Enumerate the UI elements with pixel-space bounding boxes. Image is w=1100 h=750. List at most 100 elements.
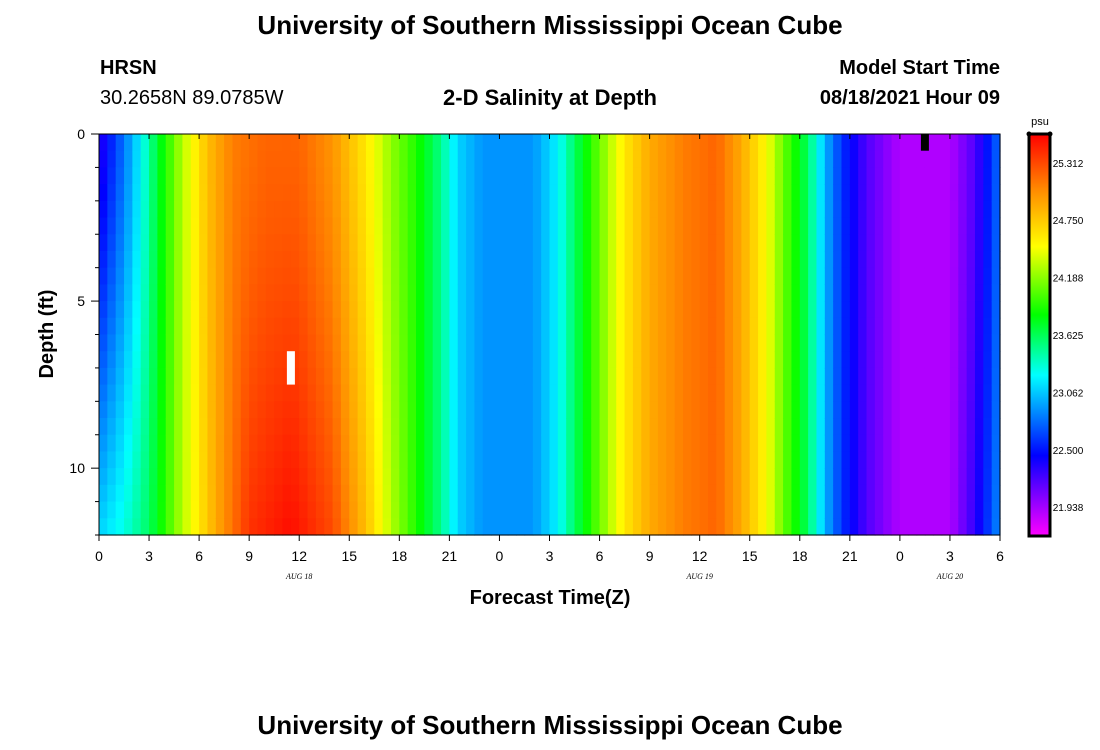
heatmap-cell [416, 150, 425, 169]
heatmap-cell [374, 167, 384, 185]
heatmap-cell [674, 451, 684, 469]
heatmap-cell [165, 167, 175, 185]
heatmap-cell [474, 401, 484, 419]
heatmap-cell [507, 301, 517, 319]
heatmap-cell [966, 468, 976, 486]
heatmap-cell [107, 468, 117, 486]
heatmap-cell [958, 217, 968, 235]
heatmap-cell [207, 468, 217, 486]
heatmap-cell [524, 367, 534, 386]
heatmap-cell [416, 451, 425, 469]
heatmap-cell [132, 184, 142, 202]
heatmap-cell [282, 418, 292, 436]
heatmap-cell [958, 134, 968, 152]
heatmap-cell [207, 134, 217, 152]
heatmap-cell [758, 451, 767, 469]
heatmap-cell [816, 434, 826, 453]
heatmap-cell [315, 267, 325, 285]
heatmap-cell [207, 334, 217, 352]
heatmap-cell [833, 418, 843, 436]
heatmap-cell [557, 150, 567, 169]
heatmap-cell [432, 134, 442, 152]
heatmap-cell [874, 134, 884, 152]
heatmap-cell [416, 434, 425, 453]
heatmap-cell [466, 250, 476, 269]
heatmap-cell [524, 200, 534, 219]
heatmap-cell [516, 384, 526, 402]
heatmap-cell [616, 451, 626, 469]
heatmap-cell [699, 351, 709, 369]
heatmap-cell [240, 200, 250, 219]
heatmap-cell [958, 334, 968, 352]
heatmap-cell [165, 250, 175, 269]
heatmap-cell [457, 184, 467, 202]
heatmap-cell [157, 434, 167, 453]
heatmap-cell [290, 317, 300, 336]
heatmap-cell [149, 334, 158, 352]
heatmap-cell [591, 484, 601, 503]
heatmap-cell [699, 418, 709, 436]
heatmap-cell [532, 134, 542, 152]
heatmap-cell [240, 167, 250, 185]
heatmap-cell [207, 317, 217, 336]
heatmap-cell [724, 150, 734, 169]
heatmap-cell [649, 451, 659, 469]
heatmap-cell [165, 301, 175, 319]
heatmap-cell [349, 217, 359, 235]
heatmap-cell [474, 134, 484, 152]
heatmap-cell [858, 384, 868, 402]
heatmap-cell [949, 367, 959, 386]
heatmap-cell [482, 351, 492, 369]
heatmap-cell [307, 484, 317, 503]
heatmap-cell [340, 234, 350, 252]
heatmap-cell [924, 351, 934, 369]
heatmap-cell [966, 501, 976, 519]
heatmap-cell [682, 317, 692, 336]
heatmap-cell [858, 401, 868, 419]
heatmap-cell [599, 501, 609, 519]
heatmap-cell [157, 267, 167, 285]
heatmap-cell [474, 250, 484, 269]
heatmap-cell [532, 301, 542, 319]
heatmap-cell [791, 384, 801, 402]
heatmap-cell [674, 434, 684, 453]
heatmap-cell [340, 301, 350, 319]
heatmap-cell [699, 367, 709, 386]
heatmap-cell [249, 451, 259, 469]
heatmap-cell [816, 200, 826, 219]
heatmap-cell [390, 334, 400, 352]
heatmap-cell [641, 150, 651, 169]
heatmap-cell [491, 234, 501, 252]
heatmap-cell [783, 468, 793, 486]
heatmap-cell [432, 217, 442, 235]
heatmap-cell [282, 484, 292, 503]
heatmap-cell [933, 334, 943, 352]
heatmap-cell [290, 150, 300, 169]
heatmap-cell [991, 317, 1001, 336]
heatmap-cell [624, 167, 634, 185]
heatmap-cell [758, 184, 767, 202]
heatmap-cell [949, 501, 959, 519]
heatmap-cell [649, 200, 659, 219]
heatmap-cell [783, 401, 793, 419]
heatmap-cell [365, 501, 375, 519]
x-axis-label: Forecast Time(Z) [470, 587, 631, 609]
heatmap-cell [924, 384, 934, 402]
heatmap-cell [708, 134, 717, 152]
heatmap-cell [407, 351, 417, 369]
heatmap-cell [99, 200, 108, 219]
heatmap-cell [899, 217, 909, 235]
heatmap-cell [624, 351, 634, 369]
heatmap-cell [99, 334, 108, 352]
heatmap-cell [541, 250, 551, 269]
heatmap-cell [482, 434, 492, 453]
heatmap-cell [240, 317, 250, 336]
heatmap-cell [916, 217, 926, 235]
heatmap-cell [532, 167, 542, 185]
heatmap-cell [799, 351, 809, 369]
heatmap-cell [349, 418, 359, 436]
heatmap-cell [933, 367, 943, 386]
heatmap-cell [549, 150, 559, 169]
heatmap-cell [908, 167, 918, 185]
heatmap-cell [299, 501, 309, 519]
